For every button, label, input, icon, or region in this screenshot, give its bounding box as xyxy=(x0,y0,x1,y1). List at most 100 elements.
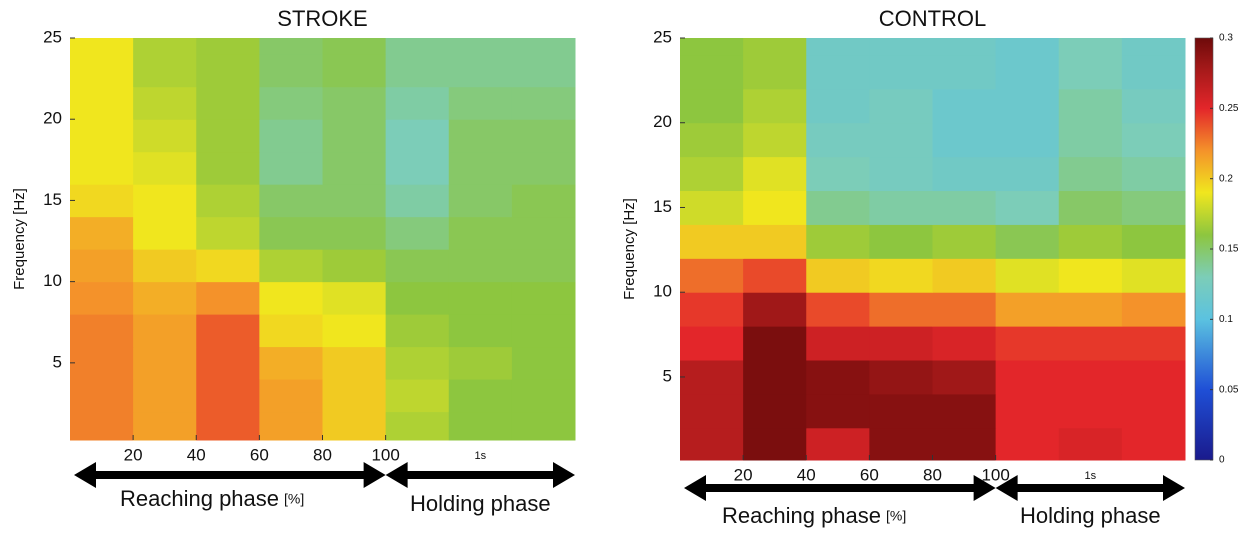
y-tick-label: 10 xyxy=(43,271,62,290)
heatmap-cell xyxy=(932,427,997,461)
heatmap-cell xyxy=(511,54,576,88)
chart-title: STROKE xyxy=(277,6,367,31)
heatmap-cell xyxy=(133,86,197,120)
heatmap-cell xyxy=(680,326,744,361)
heatmap-cell xyxy=(511,119,576,153)
y-tick-label: 20 xyxy=(653,112,672,131)
heatmap-cell xyxy=(133,184,197,218)
heatmap-cell xyxy=(511,216,576,250)
heatmap-cell xyxy=(995,224,1060,259)
heatmap-cell xyxy=(196,151,260,185)
heatmap-cell xyxy=(932,88,997,124)
heatmap-cell xyxy=(448,54,513,88)
heatmap-cell xyxy=(511,184,576,218)
holding-phase-label: Holding phase xyxy=(410,491,551,516)
y-tick-label: 25 xyxy=(43,27,62,46)
heatmap-cell xyxy=(995,88,1060,124)
x-tick-label: 100 xyxy=(981,465,1009,484)
heatmap-cell xyxy=(932,224,997,259)
heatmap-cell xyxy=(322,379,387,413)
heatmap-cell xyxy=(259,216,323,250)
heatmap-cell xyxy=(680,156,744,192)
heatmap-cell xyxy=(995,156,1060,192)
heatmap-cell xyxy=(259,86,323,120)
heatmap-cell xyxy=(1121,427,1186,461)
heatmap-cell xyxy=(322,86,387,120)
colorbar-tick-label: 0.3 xyxy=(1219,33,1233,44)
heatmap-cell xyxy=(385,38,450,55)
phase-arrow xyxy=(385,462,575,488)
colorbar-tick-label: 0 xyxy=(1219,455,1225,466)
heatmap-cell xyxy=(133,249,197,283)
heatmap-cell xyxy=(196,184,260,218)
heatmap-cell xyxy=(322,38,387,55)
heatmap-cell xyxy=(869,326,933,361)
y-tick-label: 5 xyxy=(663,366,672,385)
heatmap-cell xyxy=(680,292,744,327)
heatmap-cell xyxy=(385,151,450,185)
heatmap-cell xyxy=(322,346,387,380)
x-tick-label: 40 xyxy=(187,445,206,464)
colorbar-tick-label: 0.2 xyxy=(1219,173,1233,184)
heatmap-cell xyxy=(995,38,1060,56)
heatmap-cell xyxy=(743,427,807,461)
heatmap-cell xyxy=(322,216,387,250)
heatmap-cell xyxy=(385,411,450,441)
heatmap-cell xyxy=(1121,54,1186,90)
heatmap-cell xyxy=(70,379,134,413)
heatmap-cell xyxy=(322,54,387,88)
heatmap-cell xyxy=(196,86,260,120)
heatmap-cell xyxy=(869,360,933,395)
heatmap-cell xyxy=(932,156,997,192)
heatmap-cell xyxy=(70,184,134,218)
x-tick-label: 100 xyxy=(371,445,399,464)
heatmap-cell xyxy=(806,88,870,124)
heatmap-cell xyxy=(1058,292,1123,327)
heatmap-cell xyxy=(680,38,744,56)
heatmap-cell xyxy=(1121,326,1186,361)
heatmap-cell xyxy=(1058,122,1123,158)
heatmap-cell xyxy=(322,281,387,315)
heatmap-cell xyxy=(1121,360,1186,395)
holding-tick-label: 1s xyxy=(1085,470,1097,482)
phase-arrow xyxy=(684,475,996,501)
heatmap-cell xyxy=(259,38,323,55)
heatmap-cell xyxy=(448,38,513,55)
heatmap-cell xyxy=(133,54,197,88)
heatmap-cell xyxy=(448,411,513,441)
y-tick-label: 5 xyxy=(53,352,62,371)
heatmap-cell xyxy=(995,427,1060,461)
heatmap-cell xyxy=(869,156,933,192)
heatmap-cell xyxy=(680,122,744,158)
heatmap-cell xyxy=(995,190,1060,225)
heatmap-cell xyxy=(133,411,197,441)
heatmap-cell xyxy=(448,249,513,283)
heatmap-cell xyxy=(448,314,513,348)
heatmap-cell xyxy=(322,314,387,348)
heatmap-cell xyxy=(385,119,450,153)
heatmap-cell xyxy=(70,119,134,153)
heatmap-cell xyxy=(322,411,387,441)
heatmap-cell xyxy=(133,119,197,153)
heatmap-cell xyxy=(932,360,997,395)
heatmap-cell xyxy=(259,281,323,315)
heatmap-cell xyxy=(995,54,1060,90)
heatmap-cell xyxy=(70,314,134,348)
colorbar-tick-label: 0.1 xyxy=(1219,314,1233,325)
colorbar-tick-label: 0.15 xyxy=(1219,244,1239,255)
y-tick-label: 20 xyxy=(43,109,62,128)
heatmap-cell xyxy=(806,190,870,225)
heatmap-cell xyxy=(1058,393,1123,429)
heatmap-cell xyxy=(133,216,197,250)
heatmap-cell xyxy=(743,190,807,225)
reaching-unit-label: [%] xyxy=(886,508,906,524)
phase-arrow xyxy=(74,462,386,488)
x-tick-label: 60 xyxy=(860,465,879,484)
heatmap-cell xyxy=(259,346,323,380)
heatmap-cell xyxy=(1121,393,1186,429)
heatmap-cell xyxy=(511,86,576,120)
heatmap-cell xyxy=(1058,156,1123,192)
heatmap-cell xyxy=(806,54,870,90)
heatmap-cell xyxy=(680,360,744,395)
